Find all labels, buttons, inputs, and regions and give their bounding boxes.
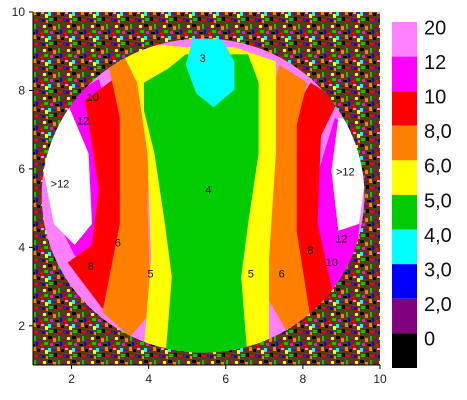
band-cyan [185,38,235,108]
region-label: 12 [77,116,89,128]
region-label: 6 [279,269,285,281]
region-label: 8 [88,261,94,273]
axes: 2 4 6 8 10 2 4 6 8 10 [12,5,387,386]
colorbar-swatch [392,22,417,57]
region-label: >12 [336,167,355,179]
band-red-left [67,72,124,309]
colorbar-swatch [392,195,417,230]
band-red-right [289,82,339,323]
band-green [144,54,259,353]
colorbar-swatch [392,264,417,299]
colorbar-swatch [392,56,417,92]
band-orange-left [102,54,151,337]
colorbar-label: 3,0 [424,259,452,281]
colorbar-swatch [392,91,417,126]
y-tick-label: 4 [18,240,25,254]
region-label: 4 [205,184,211,196]
band-orange-right [265,64,311,337]
colorbar-label: 5,0 [424,190,452,212]
colorbar-label: 4,0 [424,225,452,247]
region-labels: 3 4 5 5 6 6 8 8 10 10 12 12 >12 >12 [51,53,355,281]
colorbar-swatch [392,333,417,368]
region-label: 10 [326,257,338,269]
region-label: 3 [200,53,206,65]
band-white-left [43,103,92,245]
colorbar-swatch [392,229,417,265]
x-tick-label: 4 [145,372,152,386]
colorbar-label: 8,0 [424,121,452,143]
region-label: 5 [148,269,154,281]
plot-area [33,12,380,365]
y-tick-label: 2 [18,319,25,333]
region-label: 10 [87,92,99,104]
colorbar-label: 6,0 [424,156,452,178]
colorbar: 20 12 10 8,0 6,0 5,0 4,0 3,0 2,0 0 [392,17,452,368]
colorbar-label: 2,0 [424,294,452,316]
x-tick-label: 10 [373,372,387,386]
region-label: >12 [51,178,70,190]
region-label: 5 [248,269,254,281]
y-tick-label: 10 [12,5,26,19]
x-tick-label: 8 [300,372,307,386]
x-tick-label: 2 [68,372,75,386]
x-tick-label: 6 [222,372,229,386]
colorbar-label: 20 [424,17,446,39]
colorbar-swatch [392,125,417,161]
colorbar-swatch [392,298,417,334]
region-label: 12 [335,233,347,245]
y-tick-label: 6 [18,162,25,176]
colorbar-label: 10 [424,86,446,108]
region-label: 8 [308,245,314,257]
colorbar-label: 0 [424,329,435,351]
colorbar-label: 12 [424,52,446,74]
contour-disc [41,38,365,353]
region-label: 6 [115,237,121,249]
colorbar-swatch [392,160,417,195]
y-tick-label: 8 [18,83,25,97]
